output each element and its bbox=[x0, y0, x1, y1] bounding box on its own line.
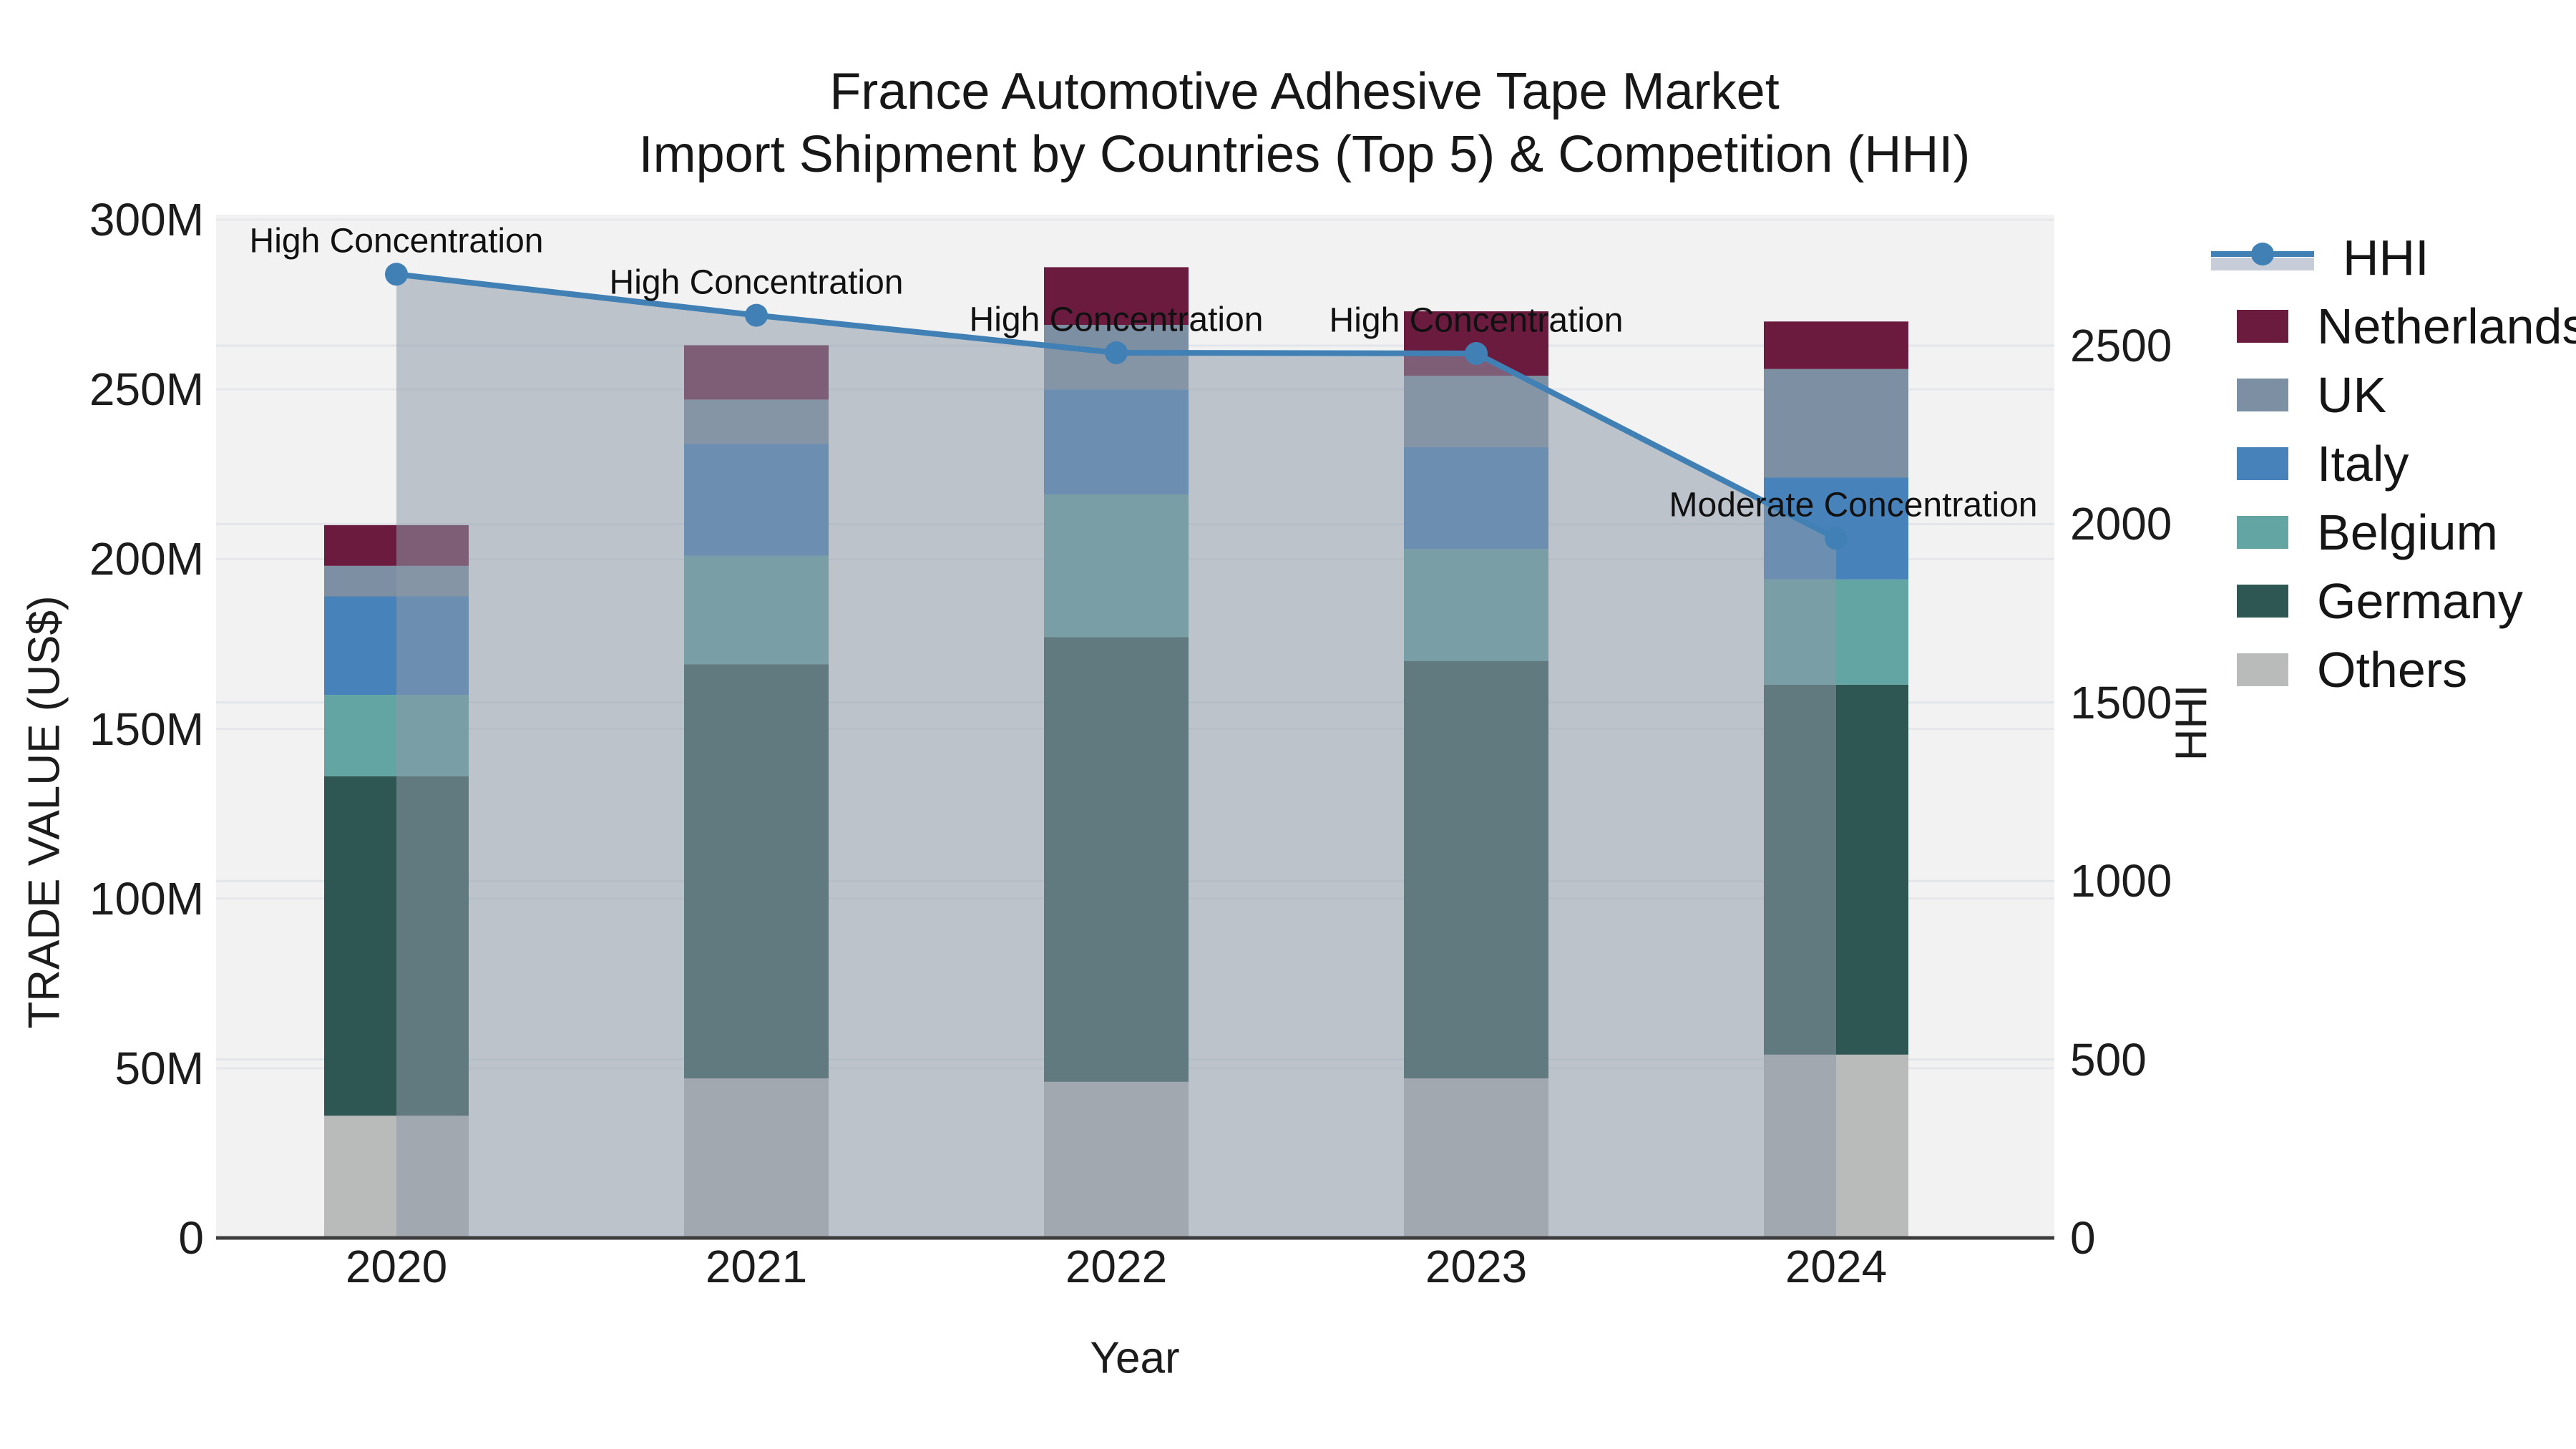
legend-swatch-germany bbox=[2237, 585, 2288, 618]
annotation-2020: High Concentration bbox=[249, 222, 544, 260]
y-right-tick-1500: 1500 bbox=[2070, 676, 2172, 728]
y-left-tick-0: 0 bbox=[178, 1212, 204, 1264]
annotation-2022: High Concentration bbox=[969, 301, 1264, 339]
legend-swatch-netherlands bbox=[2237, 310, 2288, 343]
legend-item-italy: Italy bbox=[2211, 429, 2576, 498]
legend-swatch-others bbox=[2237, 653, 2288, 686]
legend: HHI Netherlands UK Italy Belgium Germany Other… bbox=[2211, 223, 2576, 704]
y-left-tick-150M: 150M bbox=[89, 703, 204, 755]
legend-label-italy: Italy bbox=[2317, 436, 2409, 492]
legend-item-hhi: HHI bbox=[2211, 223, 2576, 292]
legend-item-uk: UK bbox=[2211, 361, 2576, 429]
hhi-marker-2023 bbox=[1465, 341, 1488, 365]
y-left-tick-200M: 200M bbox=[89, 533, 204, 585]
legend-item-germany: Germany bbox=[2211, 567, 2576, 635]
legend-label-hhi: HHI bbox=[2343, 230, 2429, 286]
bar-segment-netherlands-2022 bbox=[1044, 267, 1189, 326]
chart-title-line1: France Automotive Adhesive Tape Market bbox=[829, 63, 1780, 120]
legend-label-netherlands: Netherlands bbox=[2317, 298, 2576, 354]
hhi-area-fill bbox=[396, 274, 1836, 1238]
hhi-marker-2021 bbox=[745, 303, 768, 327]
legend-swatch-italy bbox=[2237, 447, 2288, 480]
chart-title-line2: Import Shipment by Countries (Top 5) & C… bbox=[638, 126, 1971, 183]
hhi-marker-2020 bbox=[385, 263, 408, 286]
y-left-tick-50M: 50M bbox=[114, 1042, 205, 1094]
y-right-axis-title: HHI bbox=[2167, 684, 2217, 761]
hhi-marker-2024 bbox=[1825, 527, 1848, 550]
legend-item-others: Others bbox=[2211, 635, 2576, 704]
y-left-axis-title: TRADE VALUE (US$) bbox=[19, 595, 69, 1029]
x-tick-2024: 2024 bbox=[1785, 1241, 1888, 1292]
x-tick-2020: 2020 bbox=[345, 1241, 448, 1292]
hhi-marker-dot-icon bbox=[2251, 243, 2274, 265]
annotation-2021: High Concentration bbox=[609, 263, 904, 302]
legend-item-netherlands: Netherlands bbox=[2211, 292, 2576, 361]
legend-label-germany: Germany bbox=[2317, 573, 2523, 629]
legend-swatch-belgium bbox=[2237, 516, 2288, 549]
y-left-tick-300M: 300M bbox=[89, 194, 204, 245]
x-tick-2023: 2023 bbox=[1425, 1241, 1528, 1292]
legend-item-belgium: Belgium bbox=[2211, 498, 2576, 567]
legend-label-uk: UK bbox=[2317, 367, 2387, 423]
annotation-2024: Moderate Concentration bbox=[1669, 486, 2038, 525]
legend-swatch-uk bbox=[2237, 379, 2288, 411]
annotation-2023: High Concentration bbox=[1329, 301, 1624, 340]
bar-segment-netherlands-2024 bbox=[1764, 321, 1908, 369]
bar-segment-uk-2024 bbox=[1764, 369, 1908, 478]
x-axis-title: Year bbox=[1090, 1333, 1180, 1383]
y-right-tick-1000: 1000 bbox=[2070, 855, 2172, 907]
hhi-marker-2022 bbox=[1105, 341, 1128, 364]
y-left-tick-250M: 250M bbox=[89, 364, 204, 416]
hhi-line-icon bbox=[2211, 241, 2314, 274]
y-right-tick-500: 500 bbox=[2070, 1033, 2147, 1085]
y-right-tick-0: 0 bbox=[2070, 1212, 2096, 1264]
legend-label-others: Others bbox=[2317, 642, 2468, 698]
x-tick-2021: 2021 bbox=[705, 1241, 808, 1292]
y-right-tick-2000: 2000 bbox=[2070, 498, 2172, 550]
y-left-tick-100M: 100M bbox=[89, 872, 204, 924]
legend-label-belgium: Belgium bbox=[2317, 504, 2498, 560]
y-right-tick-2500: 2500 bbox=[2070, 320, 2172, 371]
x-tick-2022: 2022 bbox=[1065, 1241, 1168, 1292]
